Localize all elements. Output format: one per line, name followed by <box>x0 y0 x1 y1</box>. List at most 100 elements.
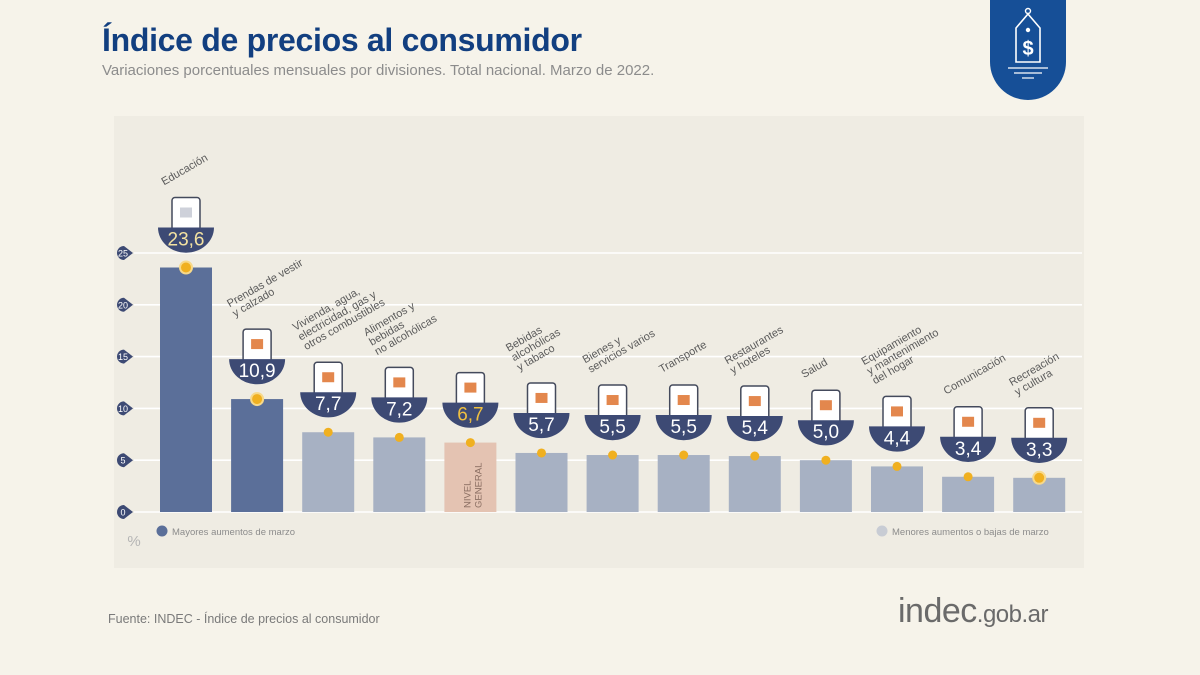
bar-group: 4,4 Equipamientoy mantenimientodel hogar <box>860 317 947 512</box>
bar <box>373 437 426 512</box>
bar-top-dot <box>323 427 333 437</box>
bar <box>444 442 497 512</box>
x-tick-label: Restaurantesy hoteles <box>723 324 792 377</box>
data-label: 3,3 <box>1026 440 1052 461</box>
icon-accent <box>180 207 192 218</box>
price-tag-dollar-icon: $ <box>990 0 1066 100</box>
x-tick-label: Comunicación <box>942 352 1008 397</box>
icon-accent <box>1033 417 1046 428</box>
bar-top-dot <box>465 438 475 448</box>
y-tick: 0 <box>117 505 133 519</box>
bar-group: 5,7 Bebidasalcohólicasy tabaco <box>504 317 570 512</box>
logo-main: indec <box>898 592 977 630</box>
bar-group: 3,3 Recreacióny cultura <box>1007 351 1068 512</box>
icon-accent <box>393 377 406 388</box>
bar-top-dot <box>750 451 760 461</box>
x-tick-label: Bienes yservicios varios <box>581 318 658 376</box>
chart-subtitle: Variaciones porcentuales mensuales por d… <box>102 62 655 79</box>
y-tick-label: 20 <box>118 300 128 310</box>
value-bowl <box>158 227 214 253</box>
x-tick-label: Educación <box>160 152 210 188</box>
legend-swatch <box>876 525 888 537</box>
bar-top-dot <box>179 260 193 275</box>
notebook-icon <box>171 196 201 233</box>
first-aid-icon <box>811 389 841 425</box>
bar <box>799 460 852 512</box>
x-tick-label: Recreacióny cultura <box>1007 351 1067 399</box>
data-label: 5,5 <box>670 417 696 438</box>
bar-top-dot <box>963 472 973 482</box>
y-tick-marker <box>117 453 133 468</box>
y-tick: 5 <box>117 453 133 468</box>
bar <box>942 476 995 512</box>
source-note: Fuente: INDEC - Índice de precios al con… <box>108 612 380 626</box>
lightbulb-tools-icon <box>313 361 343 397</box>
value-bowl <box>940 436 997 462</box>
y-tick: 25 <box>117 246 133 260</box>
value-bowl <box>1011 437 1068 463</box>
icon-accent <box>962 416 975 427</box>
bar <box>586 455 639 512</box>
bar-top-dot <box>537 448 546 458</box>
y-tick-marker <box>117 246 133 260</box>
y-tick-label: 15 <box>118 352 128 362</box>
y-axis-label: % <box>127 533 140 550</box>
plate-cutlery-icon <box>740 385 770 421</box>
value-bowl <box>229 359 286 385</box>
y-tick-marker <box>117 297 133 312</box>
y-tick-label: 25 <box>118 249 128 259</box>
car-sube-icon <box>668 384 699 420</box>
shirt-icon <box>242 328 272 364</box>
svg-text:$: $ <box>1022 38 1033 60</box>
data-label: 5,5 <box>599 417 625 438</box>
food-icon <box>384 366 415 403</box>
bar-group: 5,5 Bienes yservicios varios <box>581 318 658 512</box>
bar-top-dot <box>250 392 265 407</box>
value-bowl <box>797 420 854 446</box>
indec-logo: indec.gob.ar <box>898 592 1049 631</box>
data-label: 7,2 <box>386 399 412 420</box>
x-tick-label: Equipamientoy mantenimientodel hogar <box>860 317 947 387</box>
smartphone-icon <box>953 406 983 442</box>
legend-swatch <box>156 525 168 537</box>
bar <box>515 452 568 512</box>
icon-accent <box>464 382 477 393</box>
y-tick-label: 5 <box>120 456 125 466</box>
y-tick: 15 <box>117 349 133 364</box>
bar-top-dot <box>821 455 831 465</box>
bar <box>160 267 212 512</box>
bar-group: 6,7 NIVELGENERAL <box>442 371 499 512</box>
x-tick-label: Prendas de vestiry calzado <box>225 257 311 320</box>
icon-accent <box>606 395 619 406</box>
bar-group: 23,6 Educación <box>158 152 214 512</box>
general-bar-label-line: GENERAL <box>473 463 484 508</box>
value-bowl <box>371 397 428 423</box>
icon-accent <box>677 395 690 406</box>
value-bowl <box>584 415 641 441</box>
value-bowl <box>655 415 712 441</box>
bottle-glass-icon <box>526 382 557 418</box>
x-tick-label: Bebidasalcohólicasy tabaco <box>504 317 569 374</box>
bar-top-dot <box>1032 470 1047 485</box>
chart-title: Índice de precios al consumidor <box>102 22 582 58</box>
icon-accent <box>535 392 548 403</box>
legend-label: Menores aumentos o bajas de marzo <box>892 527 1049 538</box>
icon-accent <box>819 400 832 411</box>
bar-top-dot <box>394 432 404 442</box>
x-tick-label-line: Comunicación <box>942 352 1008 397</box>
x-tick-label-line: Salud <box>799 356 829 380</box>
x-tick-label-line: Educación <box>160 152 210 188</box>
general-bar-label: NIVELGENERAL <box>462 463 484 508</box>
legend-high: Mayores aumentos de marzo <box>156 525 295 538</box>
icon-accent <box>891 406 903 417</box>
y-tick: 10 <box>117 401 133 416</box>
general-bar-label-line: NIVEL <box>462 481 473 508</box>
value-bowl <box>442 402 499 428</box>
y-tick-marker <box>117 505 133 519</box>
bar-group: 10,9 Prendas de vestiry calzado <box>225 257 311 512</box>
bar <box>231 399 284 512</box>
data-label: 5,0 <box>813 422 839 443</box>
